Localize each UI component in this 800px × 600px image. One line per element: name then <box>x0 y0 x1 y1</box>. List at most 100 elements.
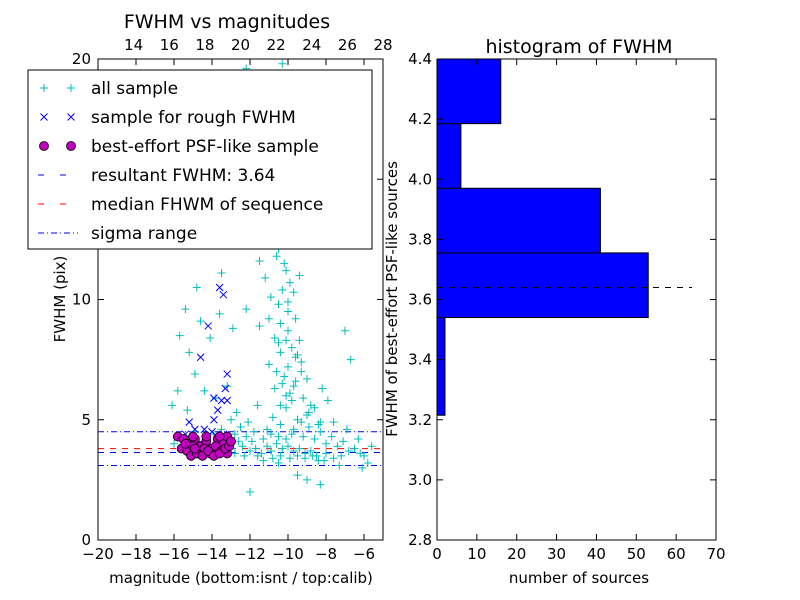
all-sample-point <box>242 305 251 314</box>
scatter-axes: −20 −18 −16 −14 −12 −10 −8 −6 14 16 18 20 22 24 26 28 0 5… <box>72 36 393 563</box>
all-sample-point <box>168 401 177 410</box>
all-sample-point <box>274 432 283 441</box>
psf-sample-point <box>226 436 236 447</box>
all-sample-point <box>295 271 304 280</box>
all-sample-point <box>266 430 275 439</box>
histogram-y-tick-label: 3.8 <box>408 230 432 248</box>
rough-sample-point <box>204 322 213 330</box>
legend-label: median FHWM of sequence <box>91 195 323 215</box>
all-sample-point <box>276 348 285 357</box>
histogram-bar <box>436 187 601 254</box>
histogram-bar <box>436 123 462 189</box>
all-sample-point <box>339 437 348 446</box>
histogram-y-tick-label: 3.2 <box>408 411 432 429</box>
all-sample-point <box>285 454 294 463</box>
all-sample-point <box>304 408 313 417</box>
rough-sample-point <box>191 425 199 434</box>
all-sample-point <box>244 418 253 427</box>
all-sample-point <box>232 408 241 417</box>
all-sample-point <box>249 427 258 436</box>
all-sample-point <box>297 367 306 376</box>
all-sample-point <box>282 391 291 400</box>
all-sample-point <box>316 427 325 436</box>
legend-x-marker <box>67 113 75 121</box>
all-sample-point <box>303 374 311 383</box>
all-sample-point <box>284 297 292 306</box>
all-sample-point <box>230 430 239 439</box>
histogram-y-tick-label: 3.6 <box>408 291 432 309</box>
legend-label: best-effort PSF-like sample <box>91 137 319 157</box>
rough-sample-point <box>219 290 228 299</box>
all-sample-point <box>322 439 330 448</box>
histogram-y-tick-label: 4.4 <box>408 50 432 68</box>
all-sample-point <box>310 403 319 412</box>
all-sample-point <box>255 257 264 266</box>
scatter-top-tick-label: 28 <box>373 36 392 54</box>
all-sample-point <box>230 449 239 458</box>
all-sample-point <box>291 377 300 386</box>
all-sample-point <box>272 252 281 261</box>
scatter-y-tick-label: 0 <box>81 531 91 549</box>
all-sample-point <box>190 370 199 379</box>
all-sample-point <box>344 447 353 456</box>
all-sample-point <box>327 432 336 441</box>
scatter-plot-area <box>98 59 383 496</box>
scatter-top-tick-label: 20 <box>231 36 250 54</box>
legend-plus-marker <box>67 84 75 92</box>
rough-sample-point <box>210 394 218 402</box>
histogram-x-tick-label: 40 <box>587 545 606 563</box>
all-sample-point <box>263 425 272 434</box>
legend-label: resultant FWHM: 3.64 <box>91 166 275 186</box>
all-sample-point <box>272 439 281 448</box>
all-sample-point <box>175 331 184 340</box>
all-sample-point <box>183 406 192 415</box>
all-sample-point <box>322 449 330 458</box>
all-sample-point <box>266 447 275 456</box>
scatter-y-tick-label: 10 <box>72 291 91 309</box>
rough-sample-point <box>213 406 222 414</box>
all-sample-point <box>242 432 251 441</box>
scatter-x-axis-label: magnitude (bottom:isnt / top:calib) <box>109 569 373 587</box>
legend-box <box>27 69 373 250</box>
all-sample-point <box>287 396 296 405</box>
scatter-x-tick-label: −14 <box>196 545 228 563</box>
all-sample-point <box>287 430 296 439</box>
scatter-x-tick-label: −16 <box>158 545 190 563</box>
histogram-bar <box>436 317 446 416</box>
all-sample-point <box>259 434 268 443</box>
all-sample-point <box>278 444 287 453</box>
all-sample-point <box>289 382 298 391</box>
all-sample-point <box>217 269 226 278</box>
histogram-x-tick-label: 60 <box>667 545 686 563</box>
all-sample-point <box>301 454 310 463</box>
all-sample-point <box>341 326 349 335</box>
legend-circle-marker <box>66 141 76 151</box>
all-sample-point <box>280 372 289 381</box>
all-sample-point <box>255 321 264 330</box>
histogram-axes: 0 10 20 30 40 50 60 70 2.8 3.0 3.2 3.4 3.6 3.8 4.0 4.2 4… <box>408 50 725 563</box>
scatter-x-tick-label: −6 <box>353 545 375 563</box>
all-sample-point <box>316 480 325 489</box>
all-sample-point <box>265 314 273 323</box>
psf-sample-point <box>201 431 212 442</box>
scatter-top-tick-label: 26 <box>338 36 357 54</box>
rough-sample-point <box>215 283 224 292</box>
rough-sample-point <box>210 415 218 424</box>
all-sample-point <box>276 401 285 410</box>
all-sample-point <box>240 451 249 460</box>
all-sample-point <box>310 434 319 443</box>
scatter-y-tick-label: 20 <box>72 50 91 68</box>
all-sample-point <box>303 475 311 484</box>
legend-x-marker <box>40 113 48 121</box>
all-sample-point <box>299 432 308 441</box>
scatter-y-axis-label: FWHM (pix) <box>51 256 69 343</box>
histogram-bar <box>436 252 649 319</box>
all-sample-point <box>253 451 262 460</box>
histogram-x-tick-label: 70 <box>706 545 725 563</box>
all-sample-point <box>251 444 260 453</box>
all-sample-point <box>291 314 300 323</box>
all-sample-point <box>253 401 262 410</box>
all-sample-point <box>268 413 277 422</box>
all-sample-point <box>170 439 178 448</box>
scatter-x-tick-label: −20 <box>82 545 114 563</box>
